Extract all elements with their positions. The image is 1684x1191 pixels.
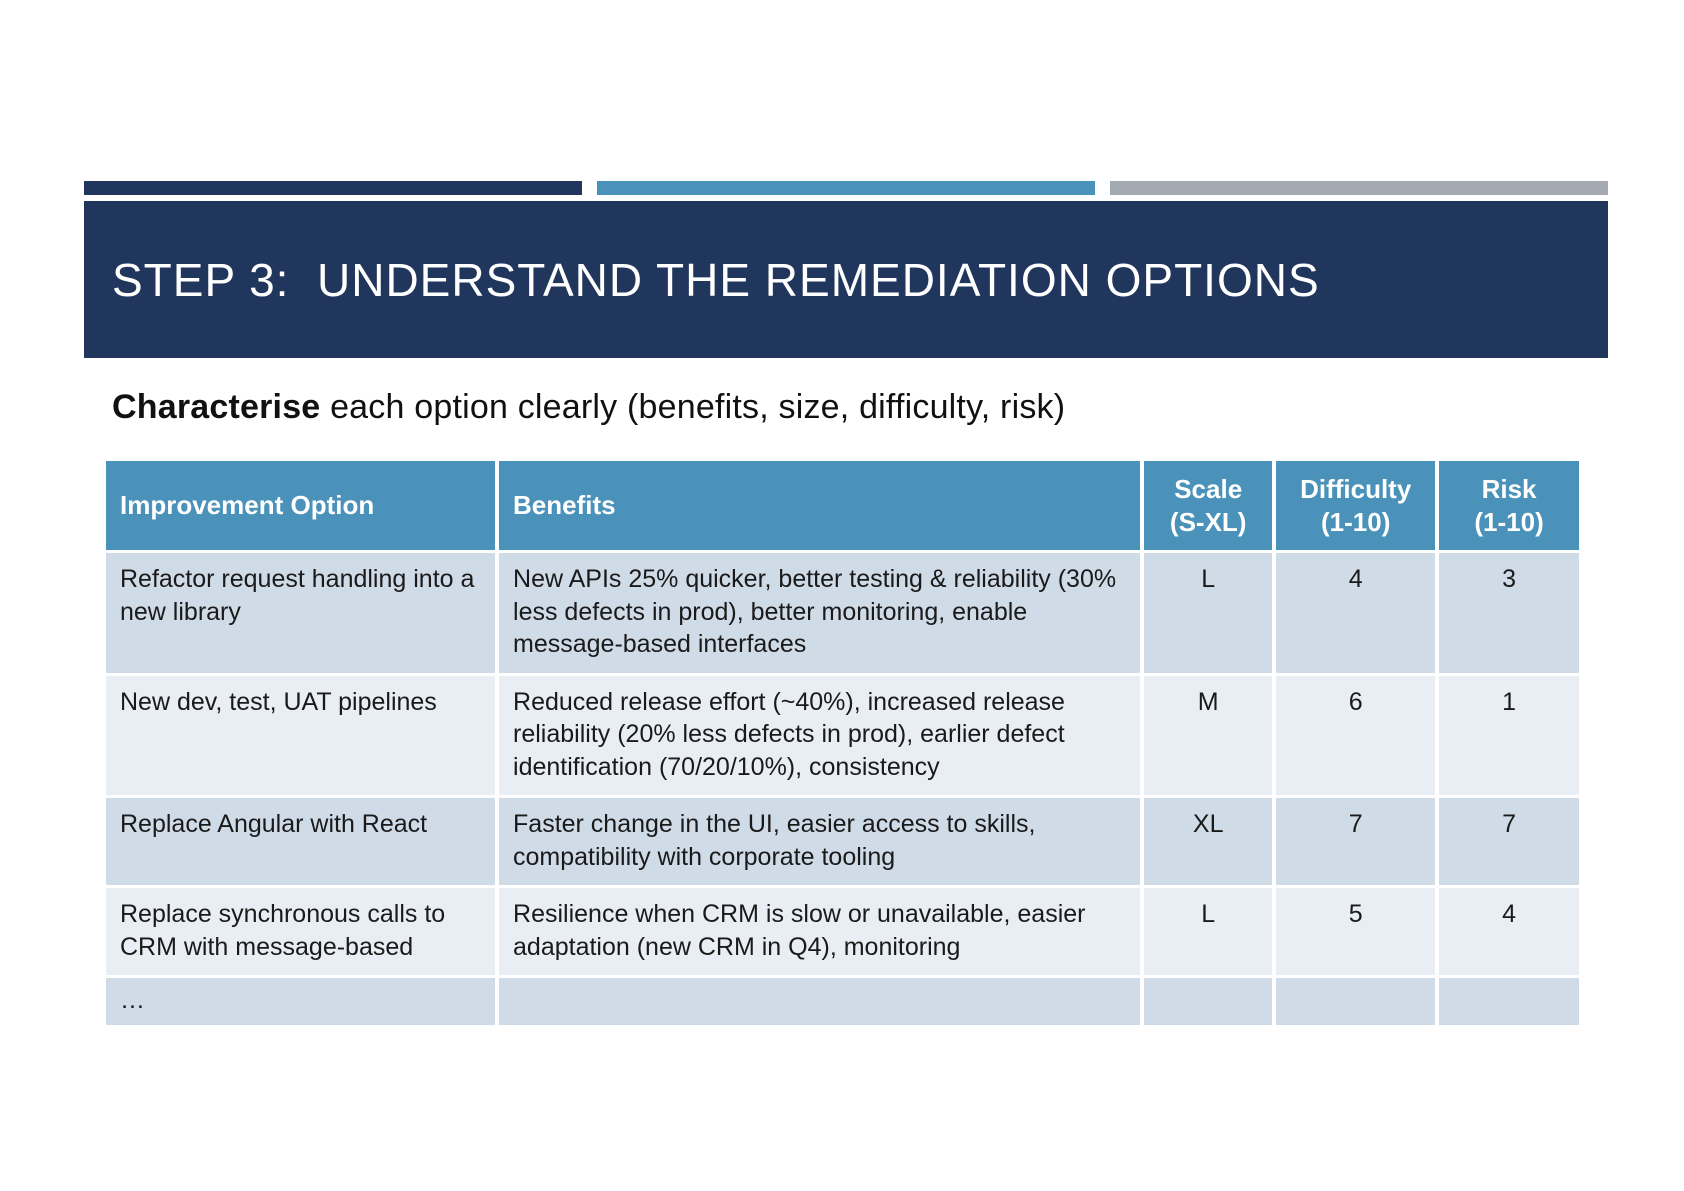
cell-option: Replace synchronous calls to CRM with me…: [106, 888, 496, 975]
cell-option: Replace Angular with React: [106, 798, 496, 885]
cell-option: Refactor request handling into a new lib…: [106, 553, 496, 673]
table-row: Replace Angular with React Faster change…: [106, 798, 1579, 885]
cell-risk: 7: [1439, 798, 1579, 885]
accent-segment-gray: [1110, 181, 1608, 195]
cell-risk: [1439, 978, 1579, 1025]
cell-benefits: Reduced release effort (~40%), increased…: [499, 675, 1141, 795]
table-row-ellipsis: …: [106, 978, 1579, 1025]
table-row: Replace synchronous calls to CRM with me…: [106, 888, 1579, 975]
table-header-row: Improvement Option Benefits Scale (S-XL)…: [106, 461, 1579, 550]
cell-scale: L: [1144, 888, 1273, 975]
cell-scale: XL: [1144, 798, 1273, 885]
header-label: Benefits: [513, 490, 616, 521]
header-label: Improvement Option: [120, 490, 375, 521]
header-risk: Risk (1-10): [1439, 461, 1579, 550]
table-row: New dev, test, UAT pipelines Reduced rel…: [106, 675, 1579, 795]
cell-risk: 4: [1439, 888, 1579, 975]
header-label: Scale: [1174, 474, 1243, 504]
header-sublabel: (S-XL): [1169, 506, 1247, 537]
header-label: Risk: [1481, 474, 1537, 504]
accent-segment-navy: [84, 181, 582, 195]
cell-difficulty: 6: [1276, 675, 1436, 795]
cell-benefits: Faster change in the UI, easier access t…: [499, 798, 1141, 885]
cell-difficulty: 4: [1276, 553, 1436, 673]
cell-benefits: [499, 978, 1141, 1025]
options-table: Improvement Option Benefits Scale (S-XL)…: [102, 458, 1583, 1028]
cell-risk: 1: [1439, 675, 1579, 795]
cell-scale: L: [1144, 553, 1273, 673]
subtitle: Characterise each option clearly (benefi…: [112, 388, 1065, 427]
accent-segment-blue: [597, 181, 1095, 195]
cell-difficulty: 5: [1276, 888, 1436, 975]
cell-difficulty: 7: [1276, 798, 1436, 885]
header-benefits: Benefits: [499, 461, 1141, 550]
cell-option: …: [106, 978, 496, 1025]
table-row: Refactor request handling into a new lib…: [106, 553, 1579, 673]
subtitle-rest: each option clearly (benefits, size, dif…: [320, 388, 1066, 426]
header-sublabel: (1-10): [1474, 506, 1544, 537]
header-label: Difficulty: [1300, 474, 1412, 504]
slide-title: STEP 3: UNDERSTAND THE REMEDIATION OPTIO…: [112, 253, 1320, 306]
cell-option: New dev, test, UAT pipelines: [106, 675, 496, 795]
accent-bar: [84, 181, 1608, 195]
cell-risk: 3: [1439, 553, 1579, 673]
title-banner: STEP 3: UNDERSTAND THE REMEDIATION OPTIO…: [84, 201, 1608, 358]
header-improvement-option: Improvement Option: [106, 461, 496, 550]
cell-benefits: New APIs 25% quicker, better testing & r…: [499, 553, 1141, 673]
header-scale: Scale (S-XL): [1144, 461, 1273, 550]
header-difficulty: Difficulty (1-10): [1276, 461, 1436, 550]
cell-difficulty: [1276, 978, 1436, 1025]
cell-benefits: Resilience when CRM is slow or unavailab…: [499, 888, 1141, 975]
subtitle-keyword: Characterise: [112, 388, 321, 426]
cell-scale: M: [1144, 675, 1273, 795]
header-sublabel: (1-10): [1321, 506, 1391, 537]
cell-scale: [1144, 978, 1273, 1025]
options-table-container: Improvement Option Benefits Scale (S-XL)…: [102, 458, 1583, 1028]
